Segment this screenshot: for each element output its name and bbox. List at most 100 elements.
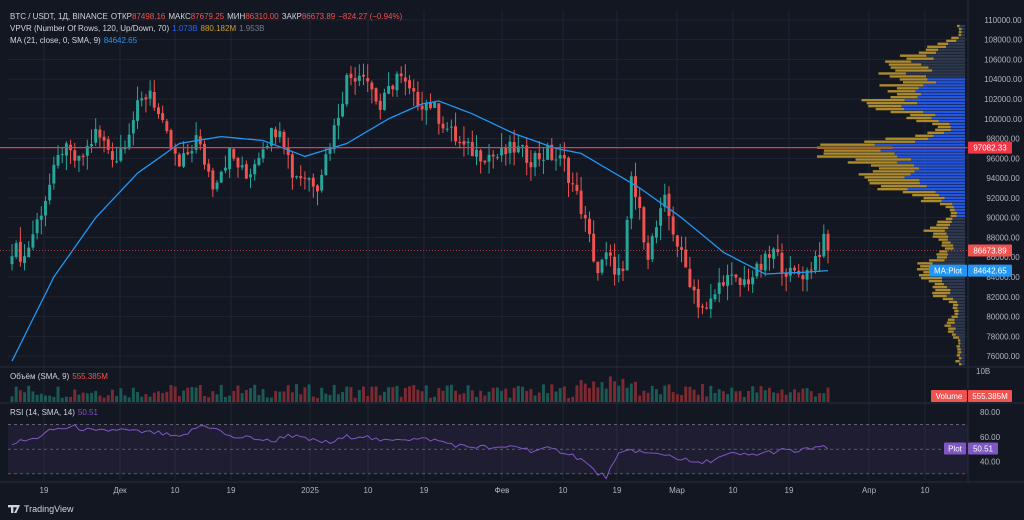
volume-bar [110, 389, 114, 402]
candle-body [533, 152, 537, 168]
candle-body [44, 200, 47, 216]
candle-body [454, 126, 458, 142]
volume-profile-bar [855, 158, 911, 161]
volume-bar [801, 388, 805, 402]
volume-bar [567, 397, 571, 402]
candle-body [257, 157, 261, 165]
volume-bar [776, 393, 780, 402]
time-tick-label: Дек [113, 486, 127, 495]
volume-profile-bar [947, 330, 954, 333]
candle-body [119, 148, 123, 161]
candle-body [696, 288, 700, 308]
volume-profile-bar [864, 176, 905, 179]
volume-profile-bar [948, 300, 958, 304]
candle-body [592, 233, 596, 262]
vpvr-label[interactable]: VPVR (Number Of Rows, 120, Up/Down, 70) [10, 24, 170, 33]
low-label: МИН [227, 12, 246, 21]
volume-profile-bar [954, 318, 965, 321]
volume-legend[interactable]: Объём (SMA, 9) 555.385M [10, 372, 111, 382]
volume-bar [742, 396, 746, 402]
volume-bar [173, 386, 177, 402]
ma-label[interactable]: MA (21, close, 0, SMA, 9) [10, 36, 101, 45]
candle-body [136, 100, 140, 121]
volume-bar [654, 389, 658, 402]
volume-bar [278, 391, 282, 402]
candles[interactable] [10, 63, 830, 319]
volume-bar [345, 386, 349, 402]
candle-body [650, 236, 654, 260]
volume-profile-bar [958, 303, 965, 307]
volume-profile-bar [925, 48, 939, 51]
volume-bar [554, 391, 558, 402]
candle-body [131, 120, 135, 134]
ma-value: 84642.65 [103, 36, 138, 45]
symbol-legend[interactable]: BTC / USDT, 1Д, BINANCE ОТКР87498.16 МАКС8… [10, 12, 405, 22]
volume-bar [475, 396, 478, 402]
volume-profile-bar [958, 309, 965, 312]
volume-profile-bar [916, 119, 939, 123]
ma-line [11, 100, 829, 362]
volume-bar [211, 391, 215, 402]
candle-body [479, 150, 483, 162]
volume-profile-bar [878, 167, 920, 170]
volume-bar [374, 386, 378, 402]
volume-bar [387, 387, 391, 402]
candle-body [424, 102, 428, 111]
volume-profile-bar [947, 238, 965, 241]
volume-profile-bar [933, 57, 965, 60]
volume-profile-bar [880, 185, 927, 188]
rsi-label[interactable]: RSI (14, SMA, 14) [10, 408, 75, 417]
volume-profile-bar [932, 294, 947, 298]
volume-bar [244, 389, 248, 402]
volume-label[interactable]: Объём (SMA, 9) [10, 372, 70, 381]
volume-profile-bar [947, 250, 965, 253]
candle-body [713, 294, 717, 300]
vpvr-legend[interactable]: VPVR (Number Of Rows, 120, Up/Down, 70) 1… [10, 24, 267, 34]
volume-bar [416, 389, 420, 402]
volume-profile-bar [933, 232, 947, 235]
candle-body [249, 174, 252, 178]
volume-profile-bar [957, 348, 961, 351]
volume-profile-bar [944, 229, 965, 232]
candle-body [445, 128, 449, 130]
volume-profile-bar [942, 279, 965, 283]
volume-bar [667, 384, 671, 402]
volume-profile-bar [957, 315, 965, 318]
volume-profile-bar [917, 101, 965, 105]
volume-profile-bar [929, 259, 945, 262]
ma-name-tag: MA:Plot [934, 267, 963, 276]
candle-body [487, 154, 491, 162]
volume-bar [458, 394, 462, 402]
volume-bar [583, 383, 587, 402]
symbol-name[interactable]: BTC / USDT, 1Д, BINANCE [10, 12, 108, 21]
ma-legend[interactable]: MA (21, close, 0, SMA, 9) 84642.65 [10, 36, 140, 46]
volume-profile-bar [890, 96, 918, 99]
candle-body [813, 256, 817, 271]
volume-profile-bar [946, 256, 965, 259]
volume-profile-bar [957, 211, 965, 215]
time-tick-label: 10 [559, 486, 568, 495]
volume-bar [508, 397, 512, 402]
candle-body [717, 282, 721, 294]
rsi-legend[interactable]: RSI (14, SMA, 14) 50.51 [10, 408, 101, 418]
volume-bar [818, 393, 822, 402]
volume-profile-bar [890, 66, 929, 69]
volume-profile-bar [897, 155, 965, 158]
volume-bar [236, 385, 240, 402]
volume-profile-bar [954, 208, 965, 212]
volume-profile-bar [927, 78, 965, 81]
candle-body [625, 219, 629, 271]
branding[interactable]: TradingView [8, 504, 74, 514]
volume-profile-bar [950, 288, 965, 292]
volume-bar [341, 391, 345, 402]
volume-profile-bar [906, 57, 934, 60]
time-tick-label: 19 [227, 486, 236, 495]
volume-bar [529, 389, 533, 402]
volume-profile-bar [953, 330, 965, 333]
volume-bar [650, 385, 654, 402]
time-tick-label: Апр [862, 486, 877, 495]
volume-bar [115, 395, 119, 402]
price-tick-label: 108000.00 [984, 36, 1022, 45]
change-value: −824.27 (−0.94%) [338, 12, 403, 21]
